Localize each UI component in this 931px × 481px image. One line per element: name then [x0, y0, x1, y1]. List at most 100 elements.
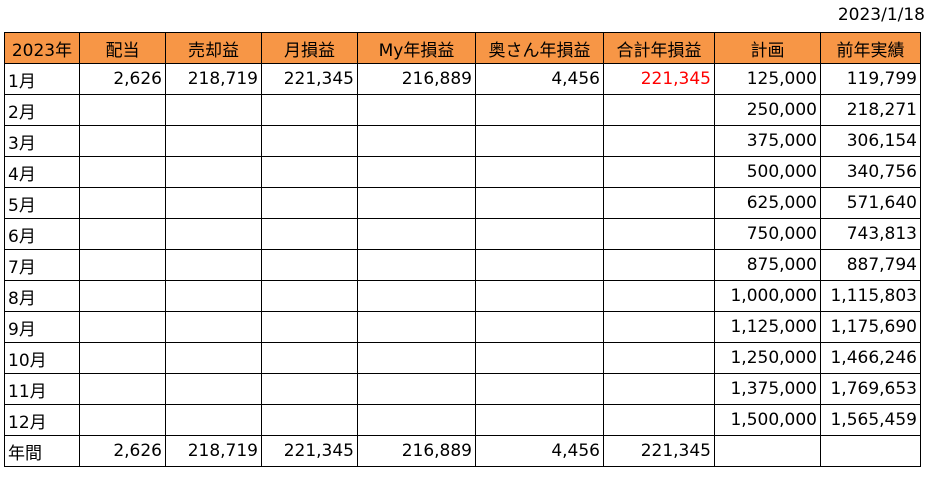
cell-total-annual-pl[interactable] [603, 311, 715, 343]
cell-total-annual-pl[interactable] [603, 342, 715, 374]
cell-month[interactable]: 10月 [4, 342, 80, 374]
cell-dividend[interactable]: 2,626 [79, 435, 166, 467]
cell-sale-profit[interactable] [165, 218, 262, 250]
cell-prev-year[interactable]: 1,565,459 [820, 404, 921, 436]
cell-prev-year[interactable] [820, 435, 921, 467]
cell-my-annual-pl[interactable] [357, 187, 476, 219]
cell-sale-profit[interactable] [165, 373, 262, 405]
cell-plan[interactable]: 375,000 [714, 125, 821, 157]
cell-prev-year[interactable]: 218,271 [820, 94, 921, 126]
cell-total-annual-pl[interactable] [603, 373, 715, 405]
cell-dividend[interactable] [79, 404, 166, 436]
cell-total-annual-pl[interactable]: 221,345 [603, 435, 715, 467]
cell-dividend[interactable]: 2,626 [79, 63, 166, 95]
cell-dividend[interactable] [79, 311, 166, 343]
cell-dividend[interactable] [79, 156, 166, 188]
header-prev-year[interactable]: 前年実績 [820, 32, 921, 64]
cell-dividend[interactable] [79, 218, 166, 250]
cell-prev-year[interactable]: 340,756 [820, 156, 921, 188]
cell-monthly-pl[interactable] [261, 156, 358, 188]
header-my-annual-pl[interactable]: My年損益 [357, 32, 476, 64]
cell-wife-annual-pl[interactable]: 4,456 [475, 63, 604, 95]
cell-monthly-pl[interactable] [261, 280, 358, 312]
cell-sale-profit[interactable] [165, 311, 262, 343]
cell-month[interactable]: 9月 [4, 311, 80, 343]
cell-prev-year[interactable]: 1,466,246 [820, 342, 921, 374]
cell-monthly-pl[interactable] [261, 187, 358, 219]
cell-prev-year[interactable]: 887,794 [820, 249, 921, 281]
cell-wife-annual-pl[interactable] [475, 94, 604, 126]
cell-prev-year[interactable]: 1,115,803 [820, 280, 921, 312]
cell-dividend[interactable] [79, 342, 166, 374]
cell-my-annual-pl[interactable] [357, 280, 476, 312]
cell-my-annual-pl[interactable] [357, 373, 476, 405]
cell-wife-annual-pl[interactable] [475, 156, 604, 188]
cell-month[interactable]: 年間 [4, 435, 80, 467]
cell-month[interactable]: 5月 [4, 187, 80, 219]
cell-plan[interactable] [714, 435, 821, 467]
cell-wife-annual-pl[interactable]: 4,456 [475, 435, 604, 467]
cell-monthly-pl[interactable] [261, 94, 358, 126]
cell-my-annual-pl[interactable]: 216,889 [357, 435, 476, 467]
cell-dividend[interactable] [79, 249, 166, 281]
cell-my-annual-pl[interactable] [357, 342, 476, 374]
cell-wife-annual-pl[interactable] [475, 373, 604, 405]
cell-total-annual-pl[interactable] [603, 94, 715, 126]
cell-sale-profit[interactable] [165, 249, 262, 281]
cell-prev-year[interactable]: 1,769,653 [820, 373, 921, 405]
cell-sale-profit[interactable] [165, 156, 262, 188]
cell-dividend[interactable] [79, 280, 166, 312]
cell-sale-profit[interactable] [165, 280, 262, 312]
cell-wife-annual-pl[interactable] [475, 125, 604, 157]
header-total-annual-pl[interactable]: 合計年損益 [603, 32, 715, 64]
cell-monthly-pl[interactable] [261, 404, 358, 436]
cell-plan[interactable]: 875,000 [714, 249, 821, 281]
cell-plan[interactable]: 1,000,000 [714, 280, 821, 312]
header-wife-annual-pl[interactable]: 奥さん年損益 [475, 32, 604, 64]
cell-total-annual-pl[interactable] [603, 156, 715, 188]
cell-plan[interactable]: 125,000 [714, 63, 821, 95]
cell-sale-profit[interactable]: 218,719 [165, 63, 262, 95]
cell-sale-profit[interactable] [165, 342, 262, 374]
cell-my-annual-pl[interactable]: 216,889 [357, 63, 476, 95]
cell-prev-year[interactable]: 1,175,690 [820, 311, 921, 343]
cell-total-annual-pl[interactable] [603, 187, 715, 219]
cell-wife-annual-pl[interactable] [475, 280, 604, 312]
cell-monthly-pl[interactable] [261, 125, 358, 157]
cell-plan[interactable]: 750,000 [714, 218, 821, 250]
cell-sale-profit[interactable] [165, 94, 262, 126]
cell-my-annual-pl[interactable] [357, 404, 476, 436]
cell-month[interactable]: 1月 [4, 63, 80, 95]
header-monthly-pl[interactable]: 月損益 [261, 32, 358, 64]
cell-prev-year[interactable]: 571,640 [820, 187, 921, 219]
cell-total-annual-pl[interactable] [603, 249, 715, 281]
cell-month[interactable]: 7月 [4, 249, 80, 281]
cell-my-annual-pl[interactable] [357, 249, 476, 281]
cell-prev-year[interactable]: 306,154 [820, 125, 921, 157]
cell-my-annual-pl[interactable] [357, 94, 476, 126]
cell-wife-annual-pl[interactable] [475, 311, 604, 343]
cell-sale-profit[interactable] [165, 125, 262, 157]
cell-total-annual-pl[interactable] [603, 404, 715, 436]
cell-plan[interactable]: 1,125,000 [714, 311, 821, 343]
cell-my-annual-pl[interactable] [357, 125, 476, 157]
cell-sale-profit[interactable] [165, 187, 262, 219]
cell-total-annual-pl[interactable]: 221,345 [603, 63, 715, 95]
cell-plan[interactable]: 625,000 [714, 187, 821, 219]
cell-monthly-pl[interactable] [261, 218, 358, 250]
header-sale-profit[interactable]: 売却益 [165, 32, 262, 64]
cell-sale-profit[interactable] [165, 404, 262, 436]
cell-monthly-pl[interactable] [261, 311, 358, 343]
cell-prev-year[interactable]: 743,813 [820, 218, 921, 250]
cell-my-annual-pl[interactable] [357, 311, 476, 343]
cell-dividend[interactable] [79, 187, 166, 219]
cell-month[interactable]: 2月 [4, 94, 80, 126]
header-year[interactable]: 2023年 [4, 32, 80, 64]
cell-plan[interactable]: 250,000 [714, 94, 821, 126]
cell-plan[interactable]: 500,000 [714, 156, 821, 188]
cell-total-annual-pl[interactable] [603, 218, 715, 250]
cell-month[interactable]: 6月 [4, 218, 80, 250]
cell-month[interactable]: 3月 [4, 125, 80, 157]
cell-prev-year[interactable]: 119,799 [820, 63, 921, 95]
cell-sale-profit[interactable]: 218,719 [165, 435, 262, 467]
